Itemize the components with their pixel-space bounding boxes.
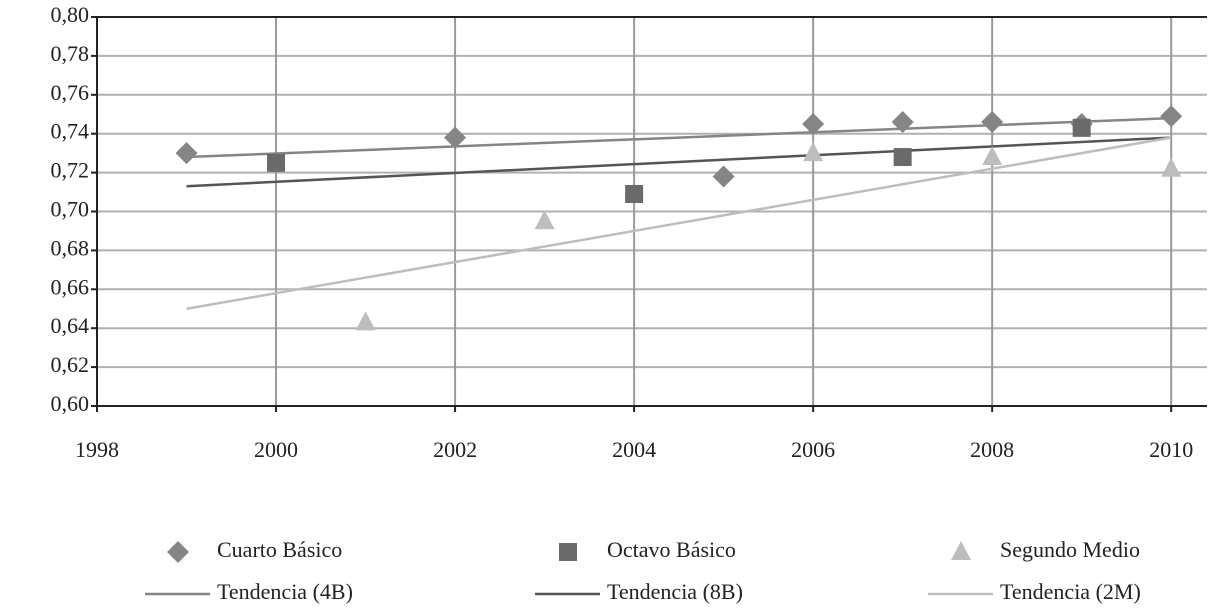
marker — [1161, 157, 1182, 177]
marker — [891, 111, 914, 134]
legend-marker — [559, 543, 577, 561]
y-tick-label: 0,80 — [51, 2, 90, 27]
legend-label: Cuarto Básico — [217, 537, 342, 562]
legend-label: Tendencia (8B) — [607, 579, 743, 604]
marker — [534, 210, 555, 230]
marker — [355, 311, 376, 331]
marker — [803, 142, 824, 162]
y-tick-label: 0,74 — [51, 119, 90, 144]
legend-label: Octavo Básico — [607, 537, 736, 562]
x-tick-label: 2008 — [970, 437, 1014, 462]
trend-line — [186, 116, 1172, 159]
y-tick-label: 0,70 — [51, 197, 90, 222]
y-tick-label: 0,76 — [51, 80, 90, 105]
x-tick-label: 2000 — [254, 437, 298, 462]
marker — [712, 165, 735, 188]
x-tick-label: 1998 — [75, 437, 119, 462]
y-tick-label: 0,72 — [51, 158, 90, 183]
x-tick-label: 2010 — [1149, 437, 1193, 462]
x-tick-label: 2006 — [791, 437, 835, 462]
legend-marker — [951, 541, 971, 560]
y-tick-label: 0,68 — [51, 235, 90, 260]
marker — [625, 184, 644, 203]
marker — [802, 112, 825, 135]
marker — [1160, 105, 1183, 128]
legend-marker — [167, 541, 189, 563]
y-tick-label: 0,60 — [51, 391, 90, 416]
marker — [444, 126, 467, 149]
x-tick-label: 2002 — [433, 437, 477, 462]
marker — [267, 153, 286, 172]
marker — [893, 148, 912, 167]
marker — [1072, 118, 1091, 137]
x-tick-label: 2004 — [612, 437, 656, 462]
marker — [175, 142, 198, 165]
y-tick-label: 0,78 — [51, 41, 90, 66]
trend-line — [186, 136, 1172, 188]
marker — [981, 111, 1004, 134]
y-tick-label: 0,66 — [51, 274, 90, 299]
legend-label: Segundo Medio — [1000, 537, 1140, 562]
marker — [982, 146, 1003, 166]
legend-label: Tendencia (2M) — [1000, 579, 1141, 604]
trend-line — [186, 136, 1172, 310]
legend-label: Tendencia (4B) — [217, 579, 353, 604]
y-tick-label: 0,62 — [51, 352, 90, 377]
y-tick-label: 0,64 — [51, 313, 90, 338]
